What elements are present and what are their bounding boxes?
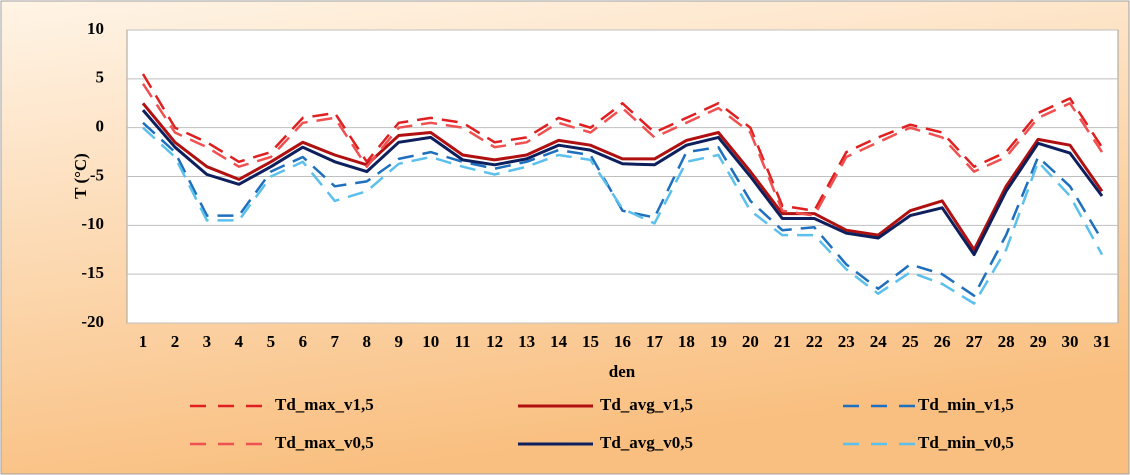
x-tick-label: 15 <box>582 332 599 351</box>
series-line <box>142 121 1104 297</box>
y-tick-label: -15 <box>81 263 104 282</box>
x-tick-label: 19 <box>710 332 727 351</box>
x-tick-label: 13 <box>518 332 535 351</box>
x-tick-label: 17 <box>646 332 664 351</box>
x-tick-label: 20 <box>742 332 759 351</box>
y-tick-label: -5 <box>90 165 104 184</box>
y-tick-label: 5 <box>96 68 105 87</box>
x-tick-label: 29 <box>1030 332 1047 351</box>
x-tick-label: 26 <box>934 332 951 351</box>
x-tick-label: 8 <box>363 332 372 351</box>
series-line <box>141 109 1104 257</box>
series-line <box>141 83 1104 217</box>
x-tick-label: 27 <box>966 332 984 351</box>
x-tick-label: 25 <box>902 332 919 351</box>
y-tick-label: -10 <box>81 214 104 233</box>
x-tick-label: 30 <box>1062 332 1079 351</box>
x-tick-label: 2 <box>171 332 180 351</box>
x-tick-label: 4 <box>235 332 244 351</box>
x-tick-label: 16 <box>614 332 631 351</box>
x-tick-label: 7 <box>331 332 340 351</box>
x-tick-label: 5 <box>267 332 276 351</box>
legend-label: Td_avg_v0,5 <box>600 433 693 452</box>
x-tick-label: 6 <box>299 332 308 351</box>
x-tick-label: 31 <box>1094 332 1111 351</box>
legend-label: Td_min_v0,5 <box>918 433 1014 452</box>
x-tick-label: 24 <box>870 332 888 351</box>
y-tick-label: 0 <box>96 117 105 136</box>
y-tick-label: 10 <box>87 19 104 38</box>
x-tick-label: 23 <box>838 332 855 351</box>
series-line <box>141 73 1104 212</box>
x-tick-label: 10 <box>422 332 439 351</box>
legend-label: Td_max_v1,5 <box>275 395 374 414</box>
x-tick-label: 21 <box>774 332 791 351</box>
x-axis-label: den <box>609 362 636 381</box>
x-tick-label: 1 <box>139 332 148 351</box>
series-line <box>141 102 1104 252</box>
x-tick-label: 22 <box>806 332 823 351</box>
series-line <box>142 126 1104 305</box>
legend-label: Td_avg_v1,5 <box>600 395 693 414</box>
legend-label: Td_min_v1,5 <box>918 395 1014 414</box>
x-tick-label: 18 <box>678 332 695 351</box>
y-axis-label: T (°C) <box>71 153 90 199</box>
x-tick-label: 28 <box>998 332 1015 351</box>
x-tick-label: 12 <box>486 332 503 351</box>
x-tick-label: 9 <box>394 332 403 351</box>
x-tick-label: 11 <box>455 332 471 351</box>
y-tick-label: -20 <box>81 312 104 331</box>
legend-label: Td_max_v0,5 <box>275 433 374 452</box>
x-tick-label: 3 <box>203 332 212 351</box>
x-tick-label: 14 <box>550 332 568 351</box>
